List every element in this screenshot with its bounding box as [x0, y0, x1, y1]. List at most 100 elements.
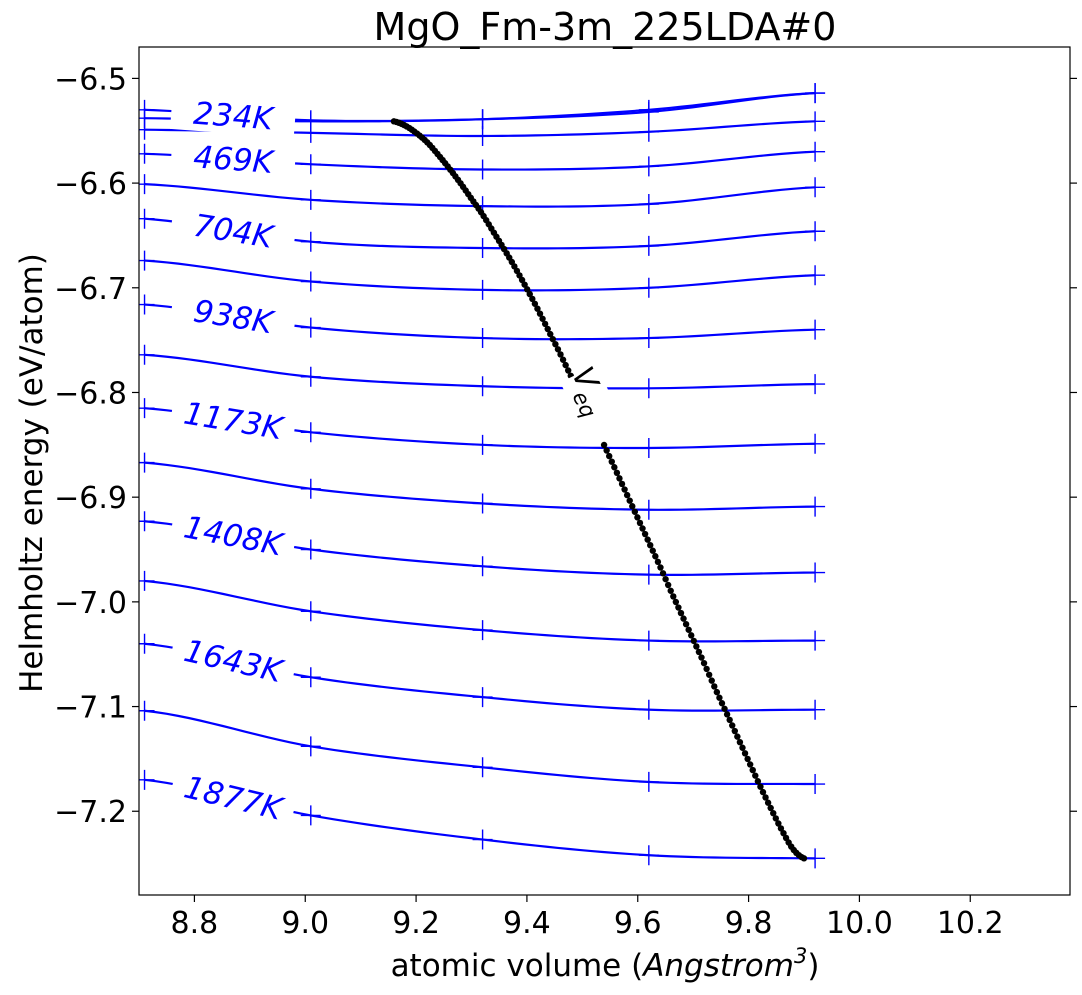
- veq-point: [705, 671, 713, 678]
- veq-point: [611, 464, 618, 471]
- x-tick-label: 9.4: [503, 906, 551, 941]
- veq-point: [613, 469, 621, 477]
- veq-point: [713, 688, 721, 696]
- isotherm-marker: [300, 601, 321, 622]
- isotherm-marker: [300, 539, 321, 560]
- isotherm-marker: [472, 620, 493, 641]
- veq-point: [606, 452, 613, 460]
- y-tick-label: −6.5: [54, 62, 127, 97]
- veq-series: [390, 118, 808, 862]
- isotherm-line: [144, 353, 816, 390]
- isotherm-label: 1173K: [181, 396, 287, 448]
- veq-point: [636, 519, 644, 527]
- isotherm-line: [144, 259, 816, 292]
- veq-point: [629, 503, 636, 510]
- veq-point: [618, 480, 626, 488]
- veq-point: [675, 604, 682, 611]
- y-tick-label: −7.2: [54, 795, 127, 830]
- isotherm-marker: [638, 156, 659, 177]
- isotherm-marker: [805, 848, 826, 869]
- isotherm-marker: [638, 235, 659, 256]
- veq-point: [731, 727, 738, 735]
- isotherm-marker: [472, 376, 493, 397]
- isotherm-marker: [805, 221, 826, 242]
- isotherm-marker: [805, 177, 826, 198]
- veq-point: [670, 593, 677, 600]
- isotherm-marker: [139, 344, 155, 365]
- y-tick-label: −6.6: [54, 167, 127, 202]
- veq-point: [657, 564, 664, 571]
- isotherm-marker: [472, 159, 493, 180]
- plot-area-frame: [138, 46, 1071, 896]
- veq-point: [623, 491, 631, 499]
- veq-point: [608, 458, 615, 465]
- veq-point: [652, 553, 659, 560]
- isotherm-marker: [638, 771, 659, 792]
- veq-point: [565, 367, 572, 374]
- isotherm-line: [144, 183, 816, 208]
- isotherm-marker: [472, 328, 493, 349]
- isotherm-marker: [300, 366, 321, 387]
- veq-point: [764, 799, 772, 806]
- veq-point: [536, 310, 544, 317]
- veq-point: [634, 514, 641, 521]
- isotherm-marker: [300, 189, 321, 210]
- veq-point: [739, 744, 746, 751]
- veq-point: [723, 711, 731, 718]
- isotherm-marker: [472, 109, 493, 130]
- veq-point: [746, 761, 754, 768]
- veq-point: [772, 815, 780, 822]
- isotherm-label: 1643K: [181, 633, 288, 691]
- veq-point: [741, 750, 749, 757]
- isotherm-marker: [805, 774, 826, 795]
- isotherm-label: 704K: [191, 208, 278, 257]
- y-tick-label: −7.1: [54, 691, 127, 726]
- isotherm-marker: [638, 499, 659, 520]
- x-tick-label: 9.6: [614, 906, 662, 941]
- x-axis-label-unit: Angstrom: [641, 948, 794, 984]
- veq-point: [659, 570, 667, 577]
- veq-label: Veq: [560, 362, 623, 437]
- veq-point: [641, 530, 649, 538]
- isotherm-marker: [139, 119, 155, 140]
- veq-point: [744, 755, 751, 763]
- y-tick-label: −6.9: [54, 481, 127, 516]
- veq-point: [711, 683, 718, 690]
- veq-point: [767, 804, 774, 812]
- veq-point: [603, 447, 610, 454]
- veq-point: [547, 330, 554, 338]
- isotherm-line: [144, 709, 816, 786]
- veq-point: [662, 575, 669, 583]
- x-tick-label: 9.0: [281, 906, 329, 941]
- veq-point: [762, 794, 769, 801]
- isotherm-marker: [638, 194, 659, 215]
- veq-point: [664, 581, 672, 589]
- veq-point: [770, 809, 777, 817]
- veq-point: [647, 541, 654, 549]
- x-axis-ticks: 8.8 9.0 9.2 9.4 9.6 9.8 10.0 10.2: [171, 895, 1004, 941]
- isotherm-marker: [139, 769, 155, 790]
- isotherm-marker: [139, 174, 155, 195]
- veq-point: [521, 281, 528, 288]
- isotherm-marker: [472, 556, 493, 577]
- isotherm-marker: [805, 319, 826, 340]
- veq-point: [700, 659, 708, 667]
- veq-point: [721, 705, 728, 712]
- equilibrium-volume-points: [390, 118, 808, 862]
- isotherm-marker: [300, 667, 321, 688]
- isotherm-marker: [638, 699, 659, 720]
- isotherm-marker: [638, 845, 659, 866]
- x-axis-label: atomic volume (Angstrom3): [391, 944, 820, 984]
- y-axis-ticks: −6.5 −6.6 −6.7 −6.8 −6.9 −7.0 −7.1 −7.2: [54, 62, 1077, 830]
- veq-point: [639, 525, 646, 532]
- x-tick-label: 8.8: [171, 906, 219, 941]
- isotherm-marker: [805, 141, 826, 162]
- isotherm-marker: [472, 125, 493, 146]
- isotherm-marker: [638, 277, 659, 298]
- isotherm-marker: [139, 570, 155, 591]
- veq-point: [759, 788, 767, 796]
- isotherm-marker: [139, 294, 155, 315]
- isotherm-series: [139, 452, 826, 520]
